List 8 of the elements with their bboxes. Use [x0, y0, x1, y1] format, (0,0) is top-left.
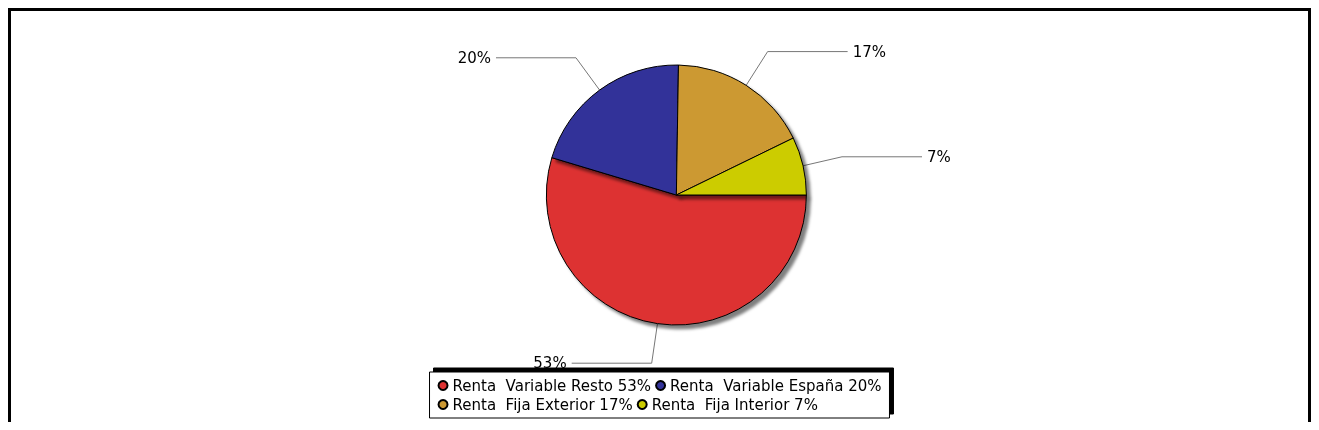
data-label: 53% [533, 354, 567, 373]
legend-label: Renta Fija Interior 7% [651, 395, 818, 414]
legend-label: Renta Variable Resto 53% [452, 376, 652, 395]
data-label: 17% [852, 42, 886, 61]
data-label: 7% [927, 147, 951, 166]
legend-label: Renta Variable España 20% [670, 376, 882, 395]
data-label: 20% [457, 48, 491, 67]
legend-label: Renta Fija Exterior 17% [452, 395, 633, 414]
